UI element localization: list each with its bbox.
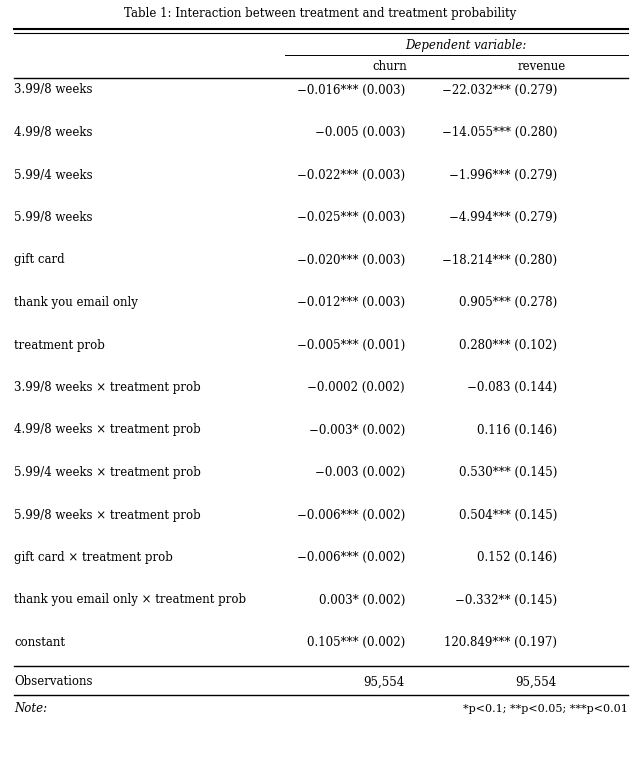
Text: 0.530*** (0.145): 0.530*** (0.145)	[459, 466, 557, 479]
Text: −0.006*** (0.002): −0.006*** (0.002)	[297, 551, 405, 564]
Text: 0.003* (0.002): 0.003* (0.002)	[319, 594, 405, 607]
Text: −14.055*** (0.280): −14.055*** (0.280)	[442, 126, 557, 139]
Text: treatment prob: treatment prob	[14, 339, 105, 352]
Text: 5.99/4 weeks: 5.99/4 weeks	[14, 168, 93, 182]
Text: 5.99/8 weeks: 5.99/8 weeks	[14, 211, 93, 224]
Text: 3.99/8 weeks: 3.99/8 weeks	[14, 84, 93, 97]
Text: −0.016*** (0.003): −0.016*** (0.003)	[297, 84, 405, 97]
Text: thank you email only: thank you email only	[14, 296, 138, 309]
Text: Table 1: Interaction between treatment and treatment probability: Table 1: Interaction between treatment a…	[124, 7, 516, 20]
Text: 0.105*** (0.002): 0.105*** (0.002)	[307, 636, 405, 649]
Text: 120.849*** (0.197): 120.849*** (0.197)	[444, 636, 557, 649]
Text: constant: constant	[14, 636, 65, 649]
Text: −0.003* (0.002): −0.003* (0.002)	[308, 424, 405, 437]
Text: 0.152 (0.146): 0.152 (0.146)	[477, 551, 557, 564]
Text: −0.332** (0.145): −0.332** (0.145)	[455, 594, 557, 607]
Text: 0.504*** (0.145): 0.504*** (0.145)	[459, 508, 557, 521]
Text: −0.005 (0.003): −0.005 (0.003)	[315, 126, 405, 139]
Text: −18.214*** (0.280): −18.214*** (0.280)	[442, 253, 557, 266]
Text: −0.025*** (0.003): −0.025*** (0.003)	[297, 211, 405, 224]
Text: thank you email only × treatment prob: thank you email only × treatment prob	[14, 594, 246, 607]
Text: −0.0002 (0.002): −0.0002 (0.002)	[307, 381, 405, 394]
Text: 95,554: 95,554	[516, 675, 557, 689]
Text: −1.996*** (0.279): −1.996*** (0.279)	[449, 168, 557, 182]
Text: 0.905*** (0.278): 0.905*** (0.278)	[459, 296, 557, 309]
Text: −0.012*** (0.003): −0.012*** (0.003)	[297, 296, 405, 309]
Text: gift card: gift card	[14, 253, 65, 266]
Text: −0.003 (0.002): −0.003 (0.002)	[315, 466, 405, 479]
Text: 0.116 (0.146): 0.116 (0.146)	[477, 424, 557, 437]
Text: *p<0.1; **p<0.05; ***p<0.01: *p<0.1; **p<0.05; ***p<0.01	[463, 704, 628, 714]
Text: −0.022*** (0.003): −0.022*** (0.003)	[297, 168, 405, 182]
Text: 4.99/8 weeks × treatment prob: 4.99/8 weeks × treatment prob	[14, 424, 201, 437]
Text: 3.99/8 weeks × treatment prob: 3.99/8 weeks × treatment prob	[14, 381, 201, 394]
Text: −0.005*** (0.001): −0.005*** (0.001)	[297, 339, 405, 352]
Text: −4.994*** (0.279): −4.994*** (0.279)	[449, 211, 557, 224]
Text: −0.020*** (0.003): −0.020*** (0.003)	[297, 253, 405, 266]
Text: 5.99/8 weeks × treatment prob: 5.99/8 weeks × treatment prob	[14, 508, 201, 521]
Text: Note:: Note:	[14, 702, 47, 715]
Text: Observations: Observations	[14, 675, 93, 689]
Text: 0.280*** (0.102): 0.280*** (0.102)	[459, 339, 557, 352]
Text: gift card × treatment prob: gift card × treatment prob	[14, 551, 173, 564]
Text: −22.032*** (0.279): −22.032*** (0.279)	[442, 84, 557, 97]
Text: 5.99/4 weeks × treatment prob: 5.99/4 weeks × treatment prob	[14, 466, 201, 479]
Text: Dependent variable:: Dependent variable:	[405, 39, 527, 52]
Text: 95,554: 95,554	[364, 675, 405, 689]
Text: 4.99/8 weeks: 4.99/8 weeks	[14, 126, 93, 139]
Text: −0.083 (0.144): −0.083 (0.144)	[467, 381, 557, 394]
Text: revenue: revenue	[518, 59, 566, 72]
Text: −0.006*** (0.002): −0.006*** (0.002)	[297, 508, 405, 521]
Text: churn: churn	[372, 59, 408, 72]
